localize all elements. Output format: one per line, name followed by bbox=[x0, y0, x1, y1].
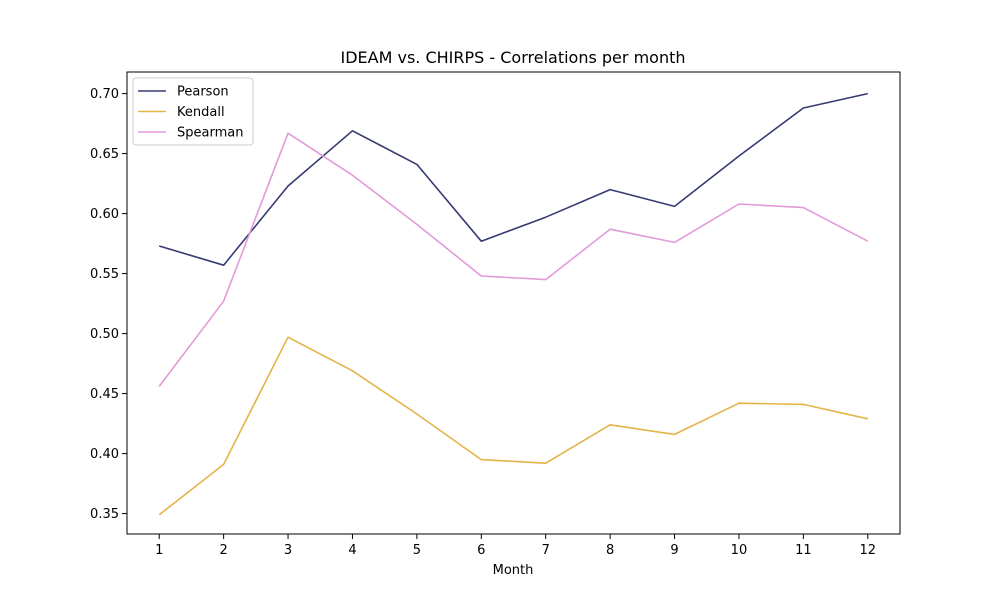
y-tick-label: 0.55 bbox=[90, 267, 119, 282]
legend-label-kendall: Kendall bbox=[177, 105, 225, 120]
legend-label-spearman: Spearman bbox=[177, 126, 243, 141]
y-tick-label: 0.70 bbox=[90, 87, 119, 102]
y-tick-label: 0.40 bbox=[90, 447, 119, 462]
x-tick-label: 5 bbox=[413, 543, 421, 558]
x-tick-label: 3 bbox=[284, 543, 292, 558]
x-tick-label: 1 bbox=[155, 543, 163, 558]
x-tick-label: 4 bbox=[348, 543, 356, 558]
y-tick-label: 0.65 bbox=[90, 147, 119, 162]
series-line-pearson bbox=[158, 92, 868, 267]
y-axis: 0.35 0.40 0.45 0.50 0.55 0.60 0.65 0.70 bbox=[90, 87, 127, 522]
x-tick-label: 11 bbox=[795, 543, 812, 558]
plot-series bbox=[158, 92, 869, 516]
x-tick-label: 6 bbox=[477, 543, 485, 558]
x-tick-label: 10 bbox=[731, 543, 748, 558]
x-axis: 1 2 3 4 5 6 7 8 9 10 11 12 bbox=[155, 534, 876, 558]
legend-label-pearson: Pearson bbox=[177, 85, 229, 100]
y-tick-label: 0.45 bbox=[90, 387, 119, 402]
chart-title: IDEAM vs. CHIRPS - Correlations per mont… bbox=[341, 48, 686, 67]
y-tick-label: 0.50 bbox=[90, 327, 119, 342]
series-line-kendall bbox=[158, 336, 868, 516]
series-line-spearman bbox=[158, 132, 869, 387]
plot-frame bbox=[126, 71, 901, 535]
legend: Pearson Kendall Spearman bbox=[132, 77, 254, 146]
legend-box bbox=[132, 77, 254, 146]
y-tick-label: 0.60 bbox=[90, 207, 119, 222]
x-tick-label: 12 bbox=[860, 543, 877, 558]
x-tick-label: 7 bbox=[542, 543, 550, 558]
y-tick-label: 0.35 bbox=[90, 507, 119, 522]
x-axis-label: Month bbox=[493, 563, 534, 578]
x-tick-label: 8 bbox=[606, 543, 614, 558]
x-tick-label: 2 bbox=[219, 543, 227, 558]
x-tick-label: 9 bbox=[670, 543, 678, 558]
